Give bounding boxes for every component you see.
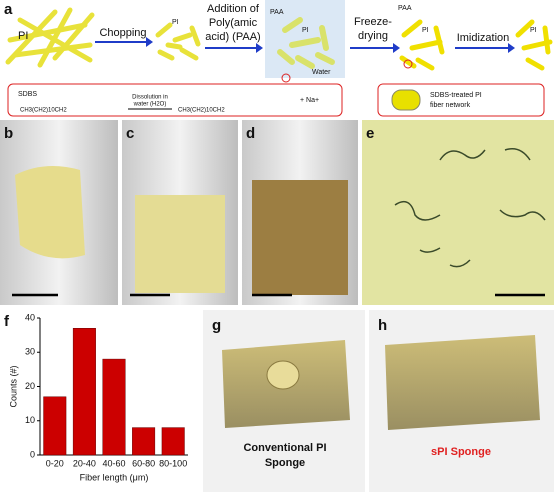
arrow-head	[256, 43, 263, 53]
water-label: Water	[312, 69, 331, 76]
bar	[102, 358, 126, 456]
step-label: Freeze-	[354, 16, 392, 28]
panel-label: g	[212, 317, 221, 334]
y-tick-label: 0	[30, 449, 35, 459]
panel-label: c	[126, 125, 134, 142]
dissolution-label: water (H2O)	[133, 102, 167, 108]
panel-label: d	[246, 125, 255, 142]
y-axis-label: Counts (#)	[8, 365, 18, 407]
chopped-fibers	[155, 22, 201, 61]
arrow-head	[508, 43, 515, 53]
histogram: 0 10 20 30 40 0-20 20-40 40-60 60-80 80-100 Fiber …	[8, 312, 188, 482]
panel-label: b	[4, 125, 13, 142]
fibers	[394, 148, 546, 268]
bar	[161, 427, 185, 456]
formula: CH3(CH2)10CH2	[20, 108, 67, 114]
step-label: Poly(amic	[209, 17, 258, 29]
x-tick-label: 80-100	[159, 458, 187, 468]
panel-label: e	[366, 125, 374, 142]
sdbs-box	[7, 83, 343, 117]
pi-label: PI	[302, 27, 309, 34]
zoom-circle	[403, 59, 413, 69]
pi-network	[5, 7, 95, 68]
x-axis-label: Fiber length (μm)	[80, 472, 149, 482]
step-label: acid) (PAA)	[205, 31, 260, 43]
sdbs-label: SDBS	[18, 91, 37, 98]
x-tick-label: 0-20	[46, 458, 64, 468]
paa-label: PAA	[398, 5, 412, 12]
y-tick-label: 30	[25, 347, 35, 357]
pi-label: PI	[172, 19, 179, 26]
pi-label: PI	[18, 30, 28, 42]
y-tick-label: 20	[25, 381, 35, 391]
fiber-clump	[15, 166, 85, 259]
arrow-head	[393, 43, 400, 53]
result-label: fiber network	[430, 102, 471, 109]
step-label: Addition of	[207, 3, 260, 15]
pi-label: PI	[530, 27, 537, 34]
arrow-head	[146, 37, 153, 47]
coated-fibers	[277, 17, 335, 69]
y-tick-label: 10	[25, 415, 35, 425]
bar	[72, 328, 96, 456]
final-fibers	[515, 19, 553, 71]
sodium-label: + Na+	[300, 97, 319, 104]
photo-caption: Sponge	[265, 457, 305, 469]
x-tick-label: 60-80	[132, 458, 155, 468]
panel-label: f	[4, 313, 10, 330]
photo-caption: Conventional PI	[243, 442, 326, 454]
pi-label: PI	[422, 27, 429, 34]
result-label: SDBS-treated PI	[430, 92, 482, 99]
x-tick-label: 20-40	[73, 458, 96, 468]
y-tick-label: 40	[25, 312, 35, 322]
bar	[132, 427, 156, 456]
scheme: a PI Chopping PI Addition of Poly(amic a…	[4, 0, 553, 117]
step-label: Chopping	[99, 27, 146, 39]
water-droplet	[266, 360, 300, 390]
paa-label: PAA	[270, 9, 284, 16]
panel-label: h	[378, 317, 387, 334]
suspension	[252, 180, 348, 295]
panel-label: a	[4, 1, 13, 18]
fiber-icon	[391, 89, 421, 111]
bar	[43, 396, 67, 456]
result-box	[377, 83, 545, 117]
zoom-circle	[281, 73, 291, 83]
x-tick-label: 40-60	[102, 458, 125, 468]
sponge	[385, 335, 540, 430]
suspension	[135, 195, 225, 293]
photo-caption: sPI Sponge	[431, 446, 491, 458]
micrograph	[362, 120, 554, 305]
dissolution-label: Dissolution in	[132, 95, 168, 101]
formula: CH3(CH2)10CH2	[178, 108, 225, 114]
step-label: drying	[358, 30, 388, 42]
step-label: Imidization	[457, 32, 510, 44]
